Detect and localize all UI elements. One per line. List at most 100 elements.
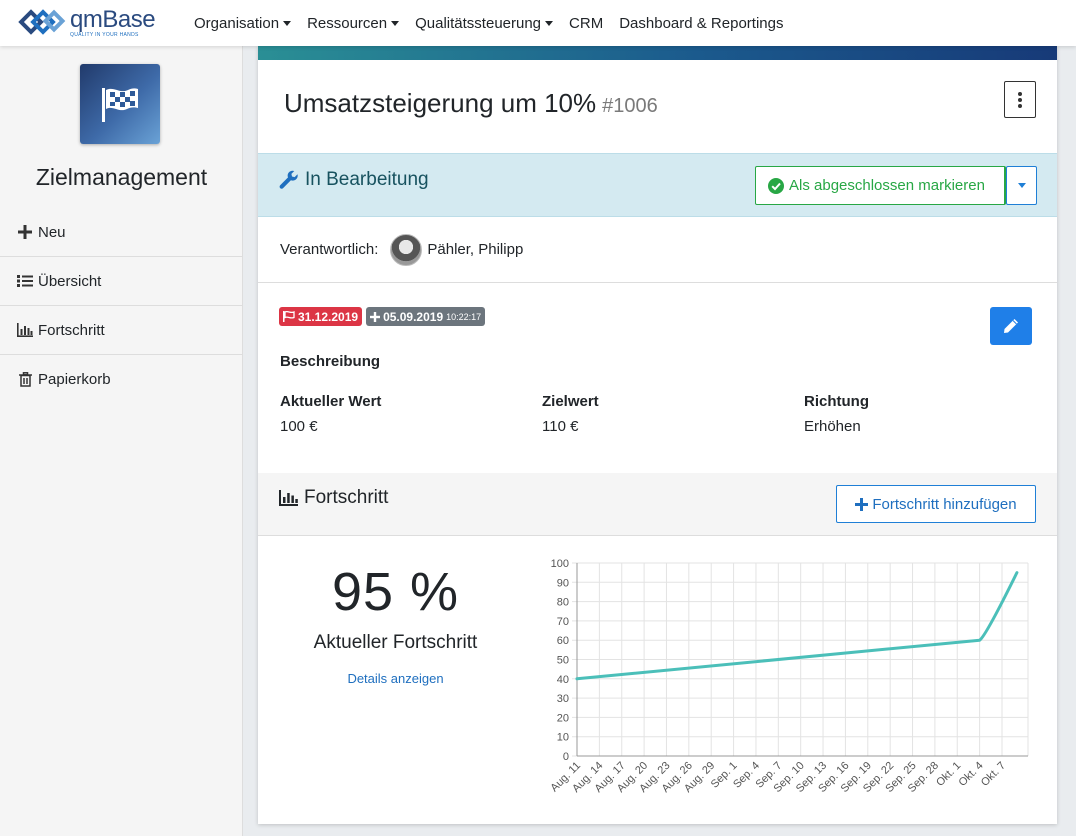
card-header-stripe (258, 46, 1057, 60)
y-tick-label: 0 (563, 751, 569, 763)
kebab-dot (1018, 91, 1022, 96)
flag-icon (283, 311, 295, 322)
brand-tagline: QUALITY IN YOUR HANDS (70, 31, 139, 38)
status-bar: In Bearbeitung Als abgeschlossen markier… (258, 153, 1057, 217)
top-navbar: qmBase QUALITY IN YOUR HANDS Organisatio… (0, 0, 1076, 46)
sidebar-item-uebersicht[interactable]: Übersicht (0, 257, 243, 306)
plus-icon (17, 224, 33, 240)
due-date: 31.12.2019 (298, 309, 359, 324)
current-value: 100 € (280, 418, 318, 435)
caret-down-icon (391, 20, 400, 26)
mark-complete-main[interactable]: Als abgeschlossen markieren (756, 167, 1005, 204)
brand-name: qmBase (70, 5, 156, 33)
sidebar-menu: Neu Übersicht Fortschritt Papierkorb (0, 208, 243, 404)
current-value-field: Aktueller Wert 100 € (280, 393, 381, 435)
progress-header: Fortschritt Fortschritt hinzufügen (258, 473, 1057, 536)
x-tick-label: Okt. 7 (979, 760, 1008, 789)
sidebar-item-fortschritt[interactable]: Fortschritt (0, 306, 243, 355)
created-date-badge: 05.09.2019 10:22:17 (366, 307, 486, 326)
description-label: Beschreibung (280, 353, 381, 370)
target-value: 110 € (542, 418, 579, 435)
target-value-label: Zielwert (542, 393, 599, 410)
sidebar-item-label: Übersicht (38, 272, 102, 290)
add-progress-button[interactable]: Fortschritt hinzufügen (836, 485, 1036, 523)
direction-field: Richtung Erhöhen (804, 393, 869, 435)
goal-card: Umsatzsteigerung um 10% #1006 In Bearbeit… (258, 46, 1057, 824)
responsible-label: Verantwortlich: (280, 241, 379, 258)
nav-qualitaetssteuerung[interactable]: Qualitätssteuerung (415, 14, 554, 32)
status-label: In Bearbeitung (279, 169, 429, 191)
created-time: 10:22:17 (446, 311, 482, 322)
y-tick-label: 10 (557, 732, 569, 744)
responsible-row: Verantwortlich: Pähler, Philipp (258, 217, 1057, 283)
logo-icon (18, 9, 66, 35)
y-tick-label: 40 (557, 674, 569, 686)
nav-crm[interactable]: CRM (569, 15, 603, 32)
y-tick-label: 100 (551, 558, 569, 570)
sidebar-item-papierkorb[interactable]: Papierkorb (0, 355, 243, 404)
y-tick-label: 90 (557, 577, 569, 589)
sidebar: Zielmanagement Neu Übersicht Fortschritt… (0, 46, 243, 836)
check-circle-icon (768, 177, 784, 194)
status-text: In Bearbeitung (305, 169, 429, 190)
y-tick-label: 30 (557, 693, 569, 705)
nav-ressourcen[interactable]: Ressourcen (307, 14, 400, 32)
progress-percent: 95 % (331, 562, 460, 622)
avatar (390, 233, 423, 266)
date-badges: 31.12.2019 05.09.2019 10:22:17 (279, 307, 489, 326)
series-line (575, 571, 1019, 681)
nav-label: Qualitätssteuerung (415, 14, 542, 32)
progress-title-text: Fortschritt (304, 487, 389, 508)
y-tick-label: 80 (557, 597, 569, 609)
sidebar-item-label: Fortschritt (38, 321, 105, 339)
nav-organisation[interactable]: Organisation (194, 14, 292, 32)
progress-title: Fortschritt (279, 487, 388, 509)
target-value-field: Zielwert 110 € (542, 393, 599, 435)
pencil-icon (1004, 319, 1018, 333)
caret-down-icon (1017, 183, 1026, 188)
page-title: Umsatzsteigerung um 10% #1006 (284, 88, 658, 119)
due-date-badge: 31.12.2019 (279, 307, 363, 326)
more-options-button[interactable] (1004, 81, 1036, 118)
sidebar-item-label: Neu (38, 223, 66, 241)
main-menu: Organisation Ressourcen Qualitätssteueru… (194, 0, 799, 46)
nav-label: Ressourcen (307, 14, 388, 32)
goal-title: Umsatzsteigerung um 10% (284, 88, 597, 118)
kebab-dot (1018, 97, 1022, 102)
caret-down-icon (545, 20, 554, 26)
y-tick-label: 50 (557, 655, 569, 667)
sidebar-item-neu[interactable]: Neu (0, 208, 243, 257)
y-tick-label: 60 (557, 635, 569, 647)
plus-icon (855, 497, 869, 511)
mark-complete-label: Als abgeschlossen markieren (789, 177, 985, 194)
y-tick-label: 20 (557, 712, 569, 724)
responsible-name[interactable]: Pähler, Philipp (427, 241, 524, 258)
caret-down-icon (283, 20, 292, 26)
sidebar-item-label: Papierkorb (38, 371, 111, 388)
module-icon (80, 64, 160, 144)
progress-percent-label: Aktueller Fortschritt (313, 632, 478, 653)
details-link[interactable]: Details anzeigen (347, 671, 444, 686)
mark-complete-button[interactable]: Als abgeschlossen markieren (755, 166, 1006, 205)
y-tick-label: 70 (557, 616, 569, 628)
wrench-icon (279, 170, 299, 190)
kebab-dot (1018, 103, 1022, 108)
goal-number: #1006 (602, 95, 658, 117)
direction-value: Erhöhen (804, 418, 861, 435)
created-date: 05.09.2019 (383, 309, 444, 324)
chart-bar-icon (17, 322, 33, 338)
x-tick-label: Okt. 1 (934, 760, 963, 789)
nav-label: Dashboard & Reportings (619, 14, 784, 32)
add-progress-label: Fortschritt hinzufügen (872, 495, 1017, 513)
list-icon (17, 273, 33, 289)
nav-label: CRM (569, 14, 604, 32)
nav-label: Organisation (194, 14, 280, 32)
trash-icon (17, 372, 33, 388)
plus-icon (370, 311, 381, 322)
nav-dashboard-reportings[interactable]: Dashboard & Reportings (619, 15, 783, 32)
edit-button[interactable] (990, 307, 1032, 345)
mark-complete-dropdown-toggle[interactable] (1006, 166, 1037, 205)
x-tick-label: Okt. 4 (957, 760, 986, 789)
brand-logo[interactable]: qmBase QUALITY IN YOUR HANDS (18, 5, 156, 40)
